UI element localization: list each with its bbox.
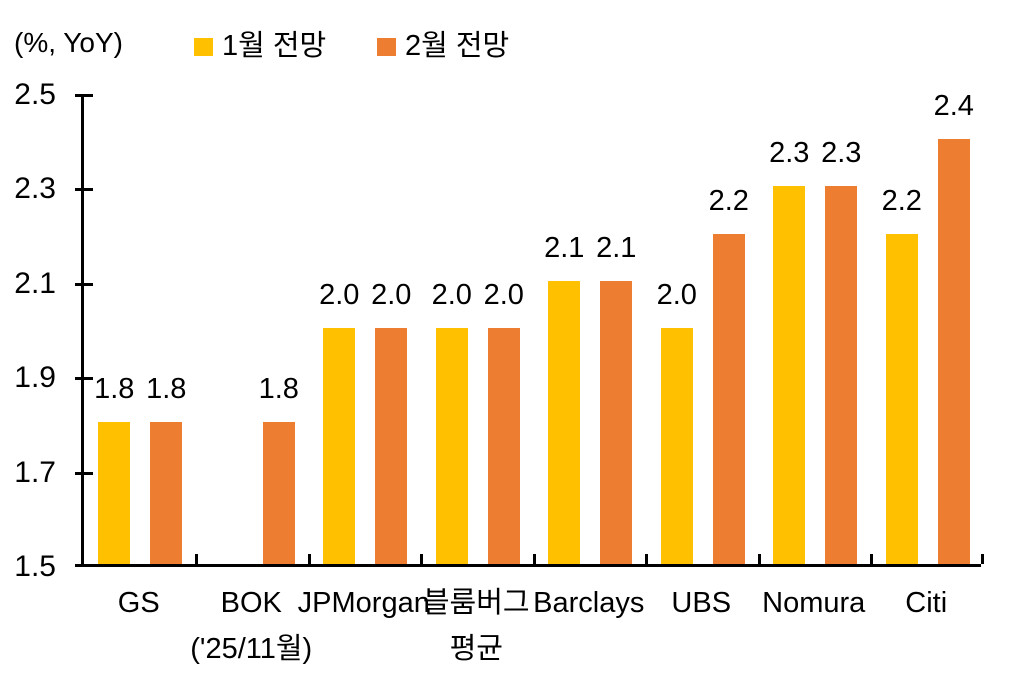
bar-value-label: 2.0 [656, 279, 697, 311]
bar-february-Barclays [600, 280, 633, 564]
bar-february-UBS [712, 233, 745, 564]
y-axis-tick-label: 2.5 [14, 78, 56, 111]
bar-value-label: 1.8 [94, 373, 135, 406]
bar-february-JPMorgan [375, 328, 408, 564]
legend-label-february: 2월 전망 [405, 30, 510, 62]
x-axis-tick [757, 554, 761, 564]
bar-value-label: 2.2 [708, 184, 749, 217]
bar-value-label: 2.3 [821, 137, 862, 170]
bar-january-GS [98, 422, 131, 564]
x-axis-tick [420, 554, 423, 564]
legend-swatch-january-icon [194, 37, 213, 56]
bar-value-label: 2.0 [431, 279, 472, 311]
bar-value-label: 2.2 [881, 184, 922, 217]
y-axis-tick-label: 1.9 [14, 361, 56, 395]
bar-february-블룸버그 [487, 328, 520, 564]
y-axis-tick [75, 377, 93, 381]
y-axis-tick-label: 1.5 [14, 550, 56, 583]
plot-area: 1.8 2.0 2.0 2.1 2.0 2.3 2.2 1.8 1.8 2.0 2.0 2.1 2.2 2… [75, 92, 984, 567]
x-axis-category-label: UBS [671, 587, 732, 619]
x-axis-tick [307, 554, 311, 564]
bar-january-JPMorgan [323, 328, 356, 564]
x-axis-category-label: JPMorgan [297, 587, 430, 619]
bar-value-label: 2.1 [596, 231, 637, 264]
y-axis-tick [75, 94, 93, 97]
y-axis-tick [75, 471, 93, 475]
bar-january-Citi [885, 233, 918, 564]
x-axis-tick [532, 554, 536, 564]
legend-label-january: 1월 전망 [222, 30, 327, 62]
y-axis-tick [75, 564, 93, 567]
bar-value-label: 2.0 [483, 279, 524, 311]
legend-item-january: 1월 전망 [194, 32, 326, 61]
bar-value-label: 2.4 [933, 90, 974, 123]
bar-january-Nomura [773, 186, 806, 564]
x-axis-tick [870, 554, 873, 564]
x-axis-category-label: ('25/11월) [190, 633, 313, 665]
y-axis-tick [75, 188, 93, 192]
bar-january-UBS [660, 328, 693, 564]
bar-february-Nomura [825, 186, 858, 564]
x-axis-tick [981, 554, 984, 564]
legend-swatch-february-icon [377, 37, 396, 56]
x-axis-category-label: Nomura [762, 587, 866, 619]
bar-value-label: 2.0 [371, 279, 412, 311]
bar-february-GS [150, 422, 183, 564]
y-axis-tick-label: 1.7 [14, 455, 56, 489]
bar-january-Barclays [548, 280, 581, 564]
x-axis-tick [645, 554, 648, 564]
bar-value-label: 1.8 [258, 373, 299, 406]
y-axis-tick-label: 2.1 [14, 266, 56, 300]
bar-value-label: 2.0 [319, 279, 360, 311]
x-axis-tick [195, 554, 198, 564]
x-axis-category-label: BOK [220, 587, 282, 619]
bar-february-Citi [937, 139, 970, 564]
bar-february-BOK [262, 422, 295, 564]
x-axis-category-label: 평균 [449, 633, 503, 665]
y-axis-unit-label: (%, YoY) [14, 27, 123, 58]
x-axis-category-label: 블룸버그 [422, 587, 530, 619]
y-axis-tick-label: 2.3 [14, 172, 56, 206]
bar-value-label: 1.8 [146, 373, 187, 406]
bar-january-블룸버그 [435, 328, 468, 564]
x-axis-category-label: Barclays [533, 587, 645, 619]
bar-value-label: 2.1 [544, 231, 585, 264]
y-axis-tick [75, 282, 93, 286]
bar-value-label: 2.3 [769, 137, 810, 170]
x-axis-category-label: GS [117, 587, 160, 619]
x-axis-category-label: Citi [905, 587, 948, 619]
legend-item-february: 2월 전망 [377, 32, 509, 61]
